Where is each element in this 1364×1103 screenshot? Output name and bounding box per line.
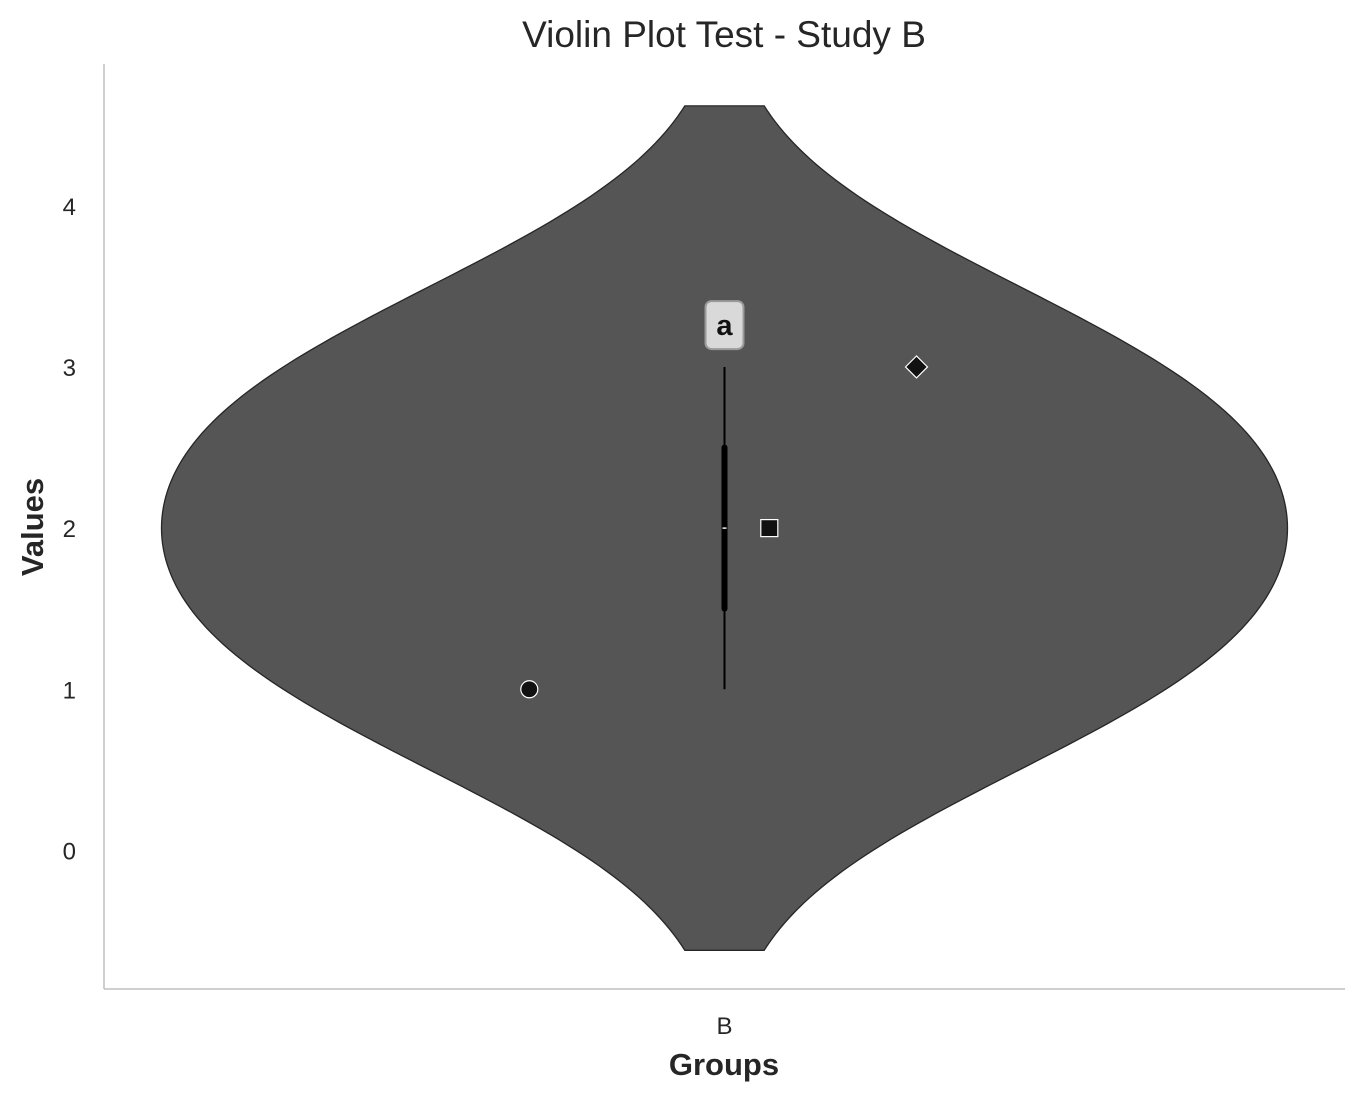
data-point-square [760, 519, 779, 538]
x-axis-label: Groups [669, 1047, 779, 1082]
y-ticks: 0 1 2 3 4 [63, 194, 76, 866]
data-point-circle [520, 680, 539, 699]
annotation-box [704, 300, 745, 351]
y-tick-label: 3 [63, 355, 76, 382]
y-tick-label: 1 [63, 677, 76, 704]
annotation-label: a [716, 310, 733, 342]
x-ticks: B [716, 1013, 732, 1040]
x-tick-label: B [716, 1013, 732, 1040]
chart-title: Violin Plot Test - Study B [522, 14, 926, 55]
data-point-diamond [904, 355, 929, 379]
y-tick-label: 4 [63, 194, 76, 221]
plot-area: a [160, 105, 1289, 951]
y-axis-label: Values [15, 478, 50, 576]
y-tick-label: 2 [63, 516, 76, 543]
y-tick-label: 0 [63, 838, 76, 865]
